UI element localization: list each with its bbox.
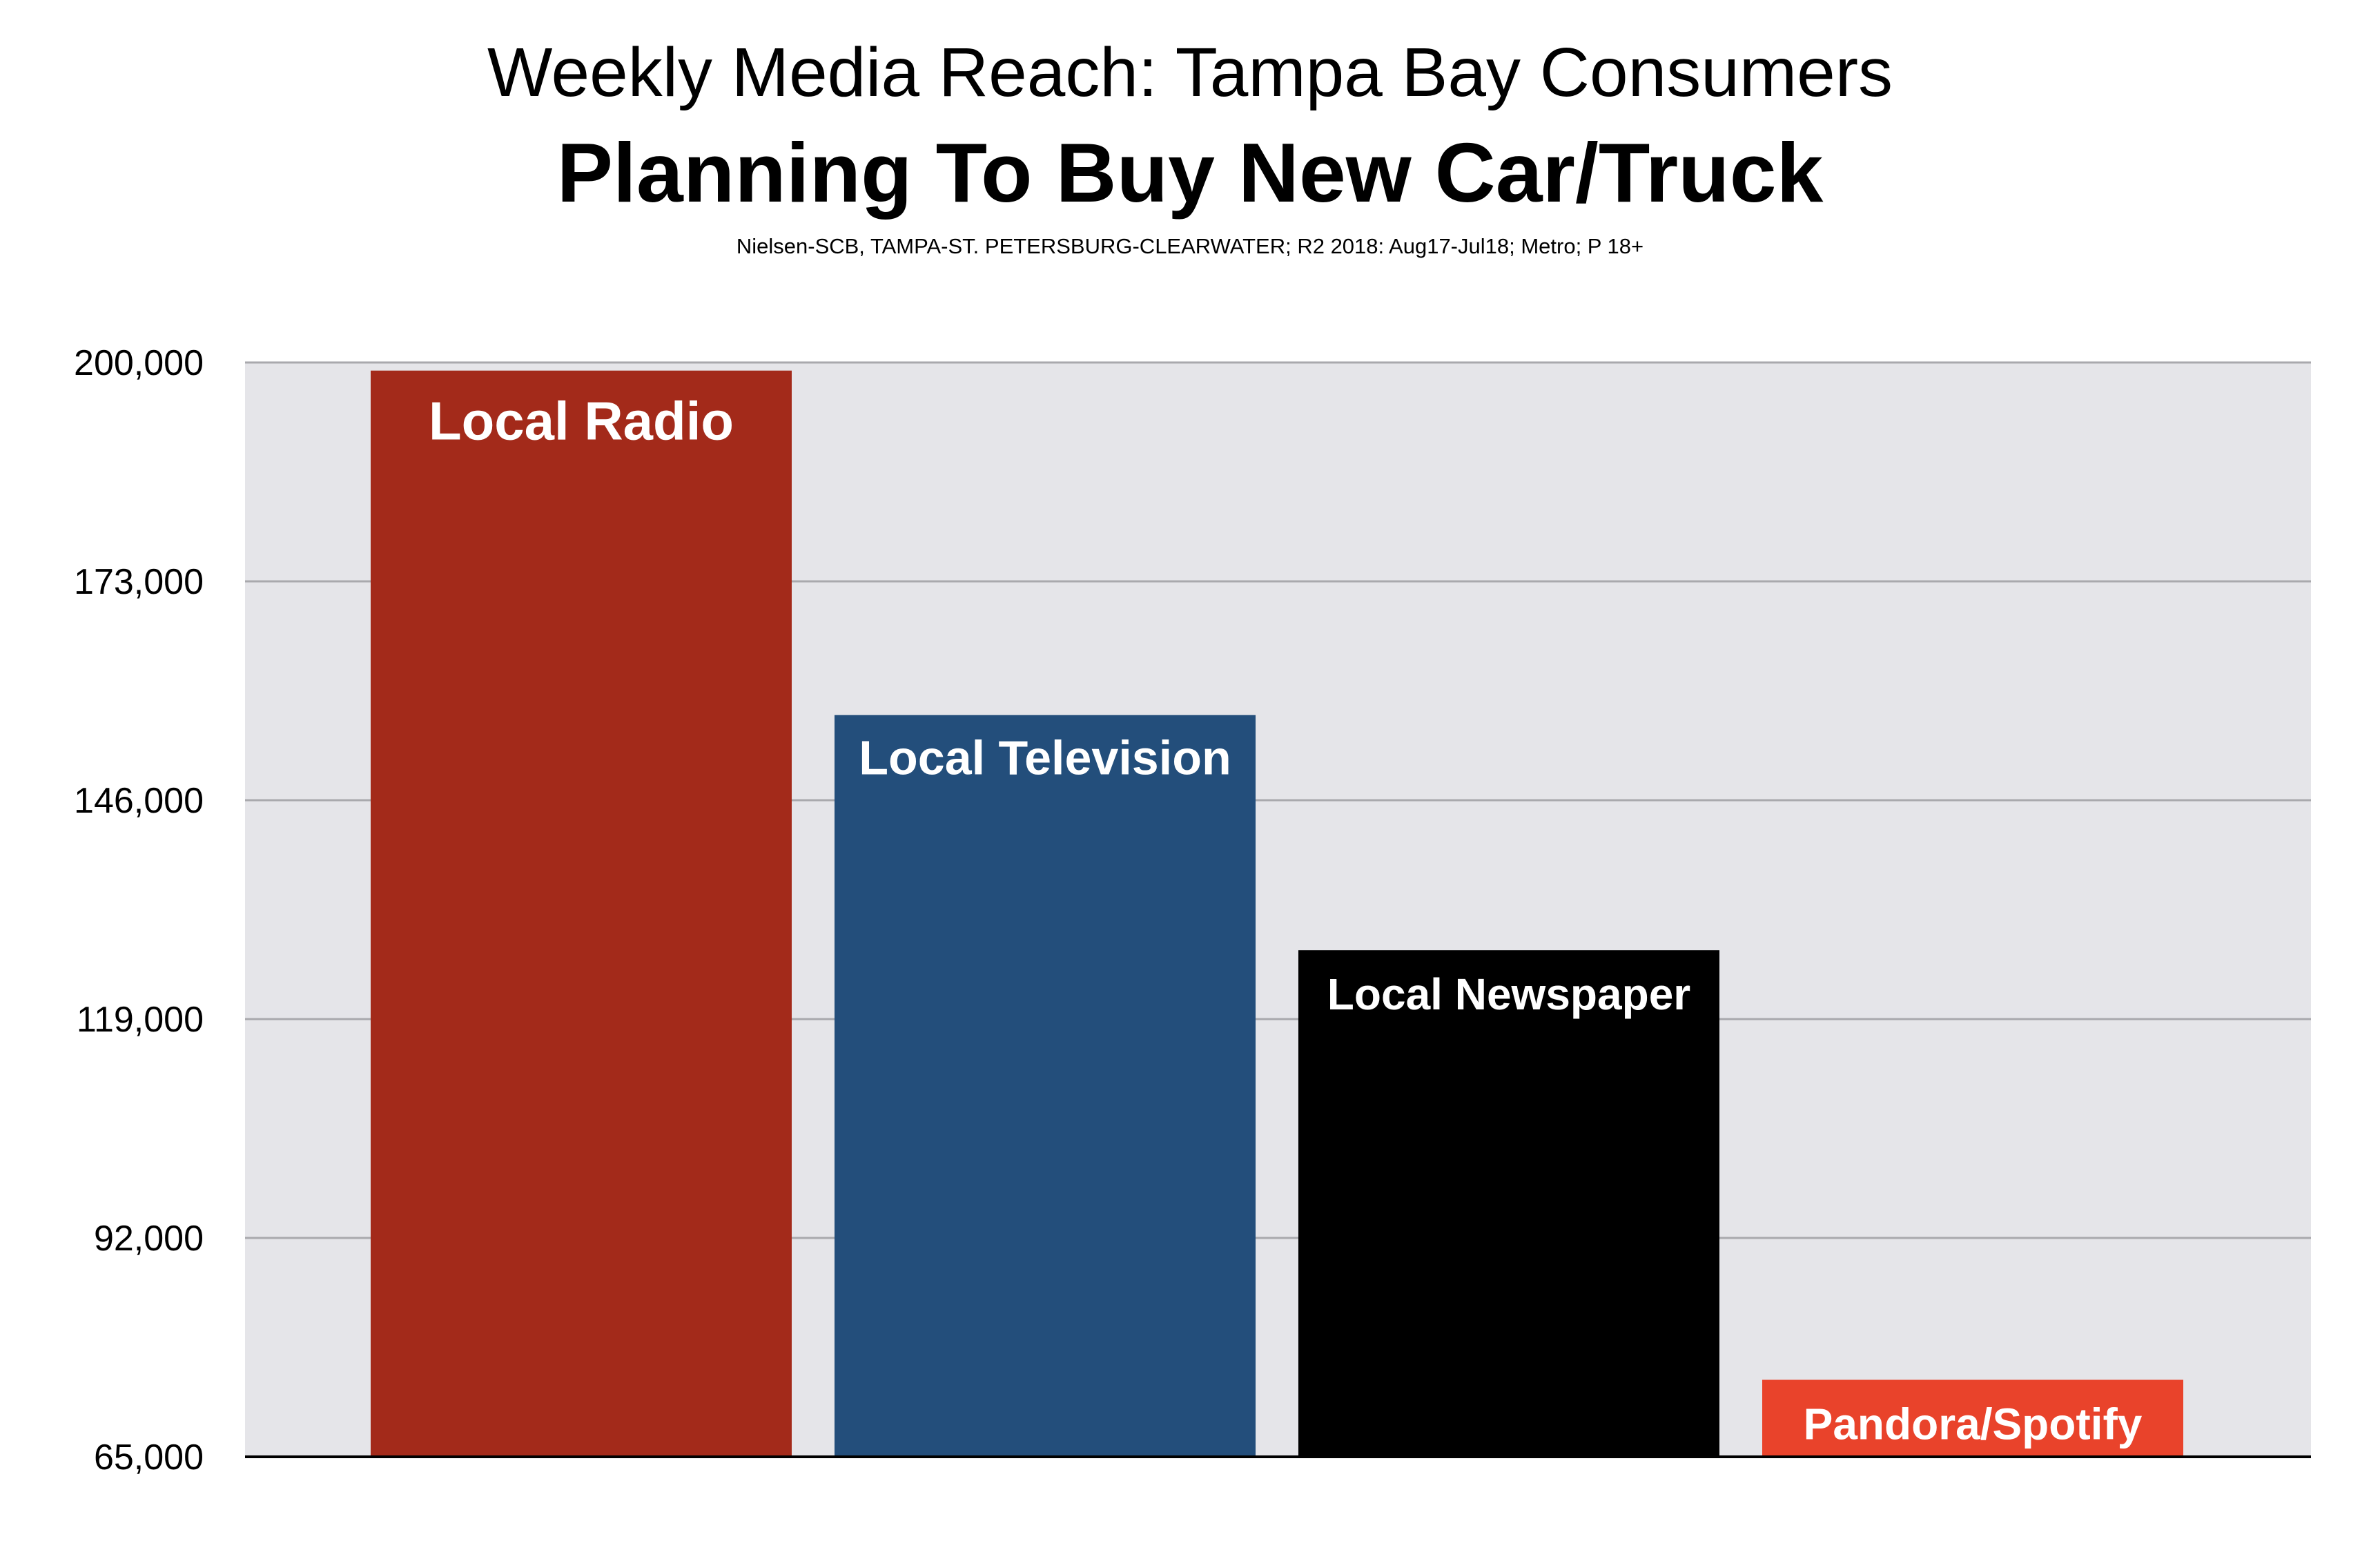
y-tick-label: 146,000 xyxy=(74,781,204,821)
chart-title: Weekly Media Reach: Tampa Bay Consumers xyxy=(487,34,1893,111)
bar-local-radio xyxy=(371,370,792,1457)
bar-local-newspaper xyxy=(1298,950,1719,1457)
y-tick-label: 65,000 xyxy=(94,1437,204,1478)
y-tick-label: 92,000 xyxy=(94,1219,204,1259)
y-tick-label: 119,000 xyxy=(77,1000,204,1040)
bar-label: Local Television xyxy=(859,731,1231,785)
bar-label: Local Newspaper xyxy=(1327,969,1690,1019)
bar-label: Pandora/Spotify xyxy=(1804,1399,2143,1449)
chart-subtitle: Planning To Buy New Car/Truck xyxy=(556,126,1824,220)
y-tick-label: 200,000 xyxy=(74,343,204,383)
y-tick-label: 173,000 xyxy=(74,562,204,602)
bar-label: Local Radio xyxy=(429,391,734,452)
bar-local-television xyxy=(835,715,1256,1457)
chart-source-note: Nielsen-SCB, TAMPA-ST. PETERSBURG-CLEARW… xyxy=(736,234,1644,258)
bar-pandora-spotify xyxy=(1762,1379,2183,1457)
